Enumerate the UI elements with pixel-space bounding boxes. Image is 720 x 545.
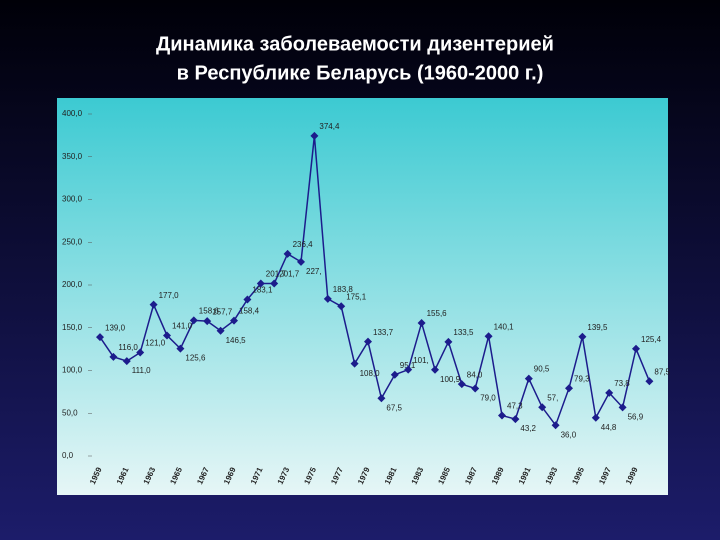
plot-area bbox=[57, 98, 668, 495]
y-tick-label: 300,0 bbox=[62, 195, 83, 204]
marker bbox=[189, 316, 198, 325]
marker bbox=[176, 344, 185, 353]
marker bbox=[216, 326, 225, 335]
y-tick-label: 400,0 bbox=[62, 109, 83, 118]
marker bbox=[337, 302, 346, 311]
value-label: 146,5 bbox=[226, 336, 247, 345]
value-label: 227, bbox=[306, 267, 322, 276]
value-label: 157,7 bbox=[212, 307, 233, 316]
value-label: 183,1 bbox=[252, 286, 273, 295]
marker bbox=[431, 365, 439, 374]
marker bbox=[230, 316, 238, 325]
value-label: 158,6 bbox=[199, 307, 220, 316]
value-label: 140,1 bbox=[494, 322, 515, 331]
value-label: 183,8 bbox=[333, 285, 354, 294]
value-label: 139,5 bbox=[587, 323, 608, 332]
title-line: Динамика заболеваемости дизентерией bbox=[156, 33, 554, 55]
marker bbox=[404, 365, 413, 374]
value-label: 116,0 bbox=[118, 343, 138, 352]
value-label: 133,7 bbox=[373, 328, 394, 337]
value-label: 79,0 bbox=[480, 394, 496, 403]
marker bbox=[457, 380, 466, 389]
y-tick-label: 100,0 bbox=[62, 366, 83, 375]
value-label: 141,0 bbox=[172, 322, 193, 331]
value-label: 57, bbox=[547, 393, 558, 402]
marker bbox=[444, 337, 453, 346]
marker bbox=[270, 279, 279, 288]
marker bbox=[591, 413, 600, 422]
marker bbox=[390, 370, 399, 379]
y-tick-label: 150,0 bbox=[62, 323, 83, 332]
value-label: 125,6 bbox=[185, 354, 206, 363]
marker bbox=[484, 332, 493, 341]
y-tick-label: 0,0 bbox=[62, 451, 74, 460]
value-label: 158,4 bbox=[239, 307, 260, 316]
marker bbox=[551, 421, 560, 430]
value-label: 175,1 bbox=[346, 292, 367, 301]
value-label: 87,5 bbox=[654, 367, 670, 376]
marker bbox=[109, 352, 118, 361]
marker bbox=[538, 403, 547, 412]
marker bbox=[243, 295, 252, 304]
marker bbox=[377, 394, 386, 403]
marker bbox=[524, 374, 533, 383]
marker bbox=[96, 333, 104, 342]
y-tick-label: 350,0 bbox=[62, 152, 83, 161]
marker bbox=[136, 348, 145, 357]
marker bbox=[149, 300, 158, 309]
marker bbox=[578, 332, 587, 341]
value-label: 133,5 bbox=[453, 328, 474, 337]
value-label: 47,3 bbox=[507, 402, 523, 411]
value-label: 36,0 bbox=[561, 430, 577, 439]
marker bbox=[122, 357, 131, 366]
value-label: 44,8 bbox=[601, 423, 617, 432]
value-label: 236,4 bbox=[293, 240, 314, 249]
marker bbox=[417, 318, 426, 327]
value-label: 73,8 bbox=[614, 379, 630, 388]
y-tick-label: 250,0 bbox=[62, 237, 83, 246]
value-label: 125,4 bbox=[641, 335, 662, 344]
data-line bbox=[99, 135, 651, 427]
value-label: 79,3 bbox=[574, 374, 590, 383]
value-label: 108,0 bbox=[360, 369, 381, 378]
marker bbox=[283, 249, 292, 258]
value-label: 95,1 bbox=[400, 361, 416, 370]
title-line: в Республике Беларусь (1960-2000 г.) bbox=[177, 62, 544, 84]
marker bbox=[565, 384, 573, 393]
value-label: 139,0 bbox=[105, 323, 126, 332]
marker bbox=[618, 403, 627, 412]
value-label: 177,0 bbox=[159, 291, 180, 300]
marker bbox=[645, 377, 654, 386]
value-label: 111,0 bbox=[132, 366, 151, 375]
marker bbox=[364, 337, 372, 346]
value-label: 201,7 bbox=[266, 270, 287, 279]
value-label: 201,7 bbox=[279, 270, 300, 279]
marker bbox=[632, 344, 640, 353]
y-tick-label: 50,0 bbox=[62, 408, 78, 417]
marker bbox=[605, 388, 614, 397]
marker bbox=[310, 131, 319, 140]
value-label: 67,5 bbox=[386, 403, 402, 412]
value-label: 100,9 bbox=[440, 375, 461, 384]
marker bbox=[323, 294, 332, 303]
value-label: 90,5 bbox=[534, 365, 550, 374]
marker bbox=[471, 384, 480, 393]
marker bbox=[256, 279, 265, 288]
y-tick-label: 200,0 bbox=[62, 280, 83, 289]
value-label: 43,2 bbox=[520, 424, 536, 433]
marker bbox=[350, 359, 359, 368]
marker bbox=[297, 257, 305, 266]
marker bbox=[498, 411, 506, 420]
marker bbox=[203, 317, 212, 326]
marker bbox=[511, 415, 520, 424]
value-label: 374,4 bbox=[319, 122, 340, 131]
value-label: 56,9 bbox=[628, 412, 644, 421]
value-label: 155,6 bbox=[427, 309, 448, 318]
marker bbox=[163, 331, 171, 340]
value-label: 101, bbox=[413, 356, 429, 365]
value-label: 84,0 bbox=[467, 370, 483, 379]
value-label: 121,0 bbox=[145, 339, 166, 348]
